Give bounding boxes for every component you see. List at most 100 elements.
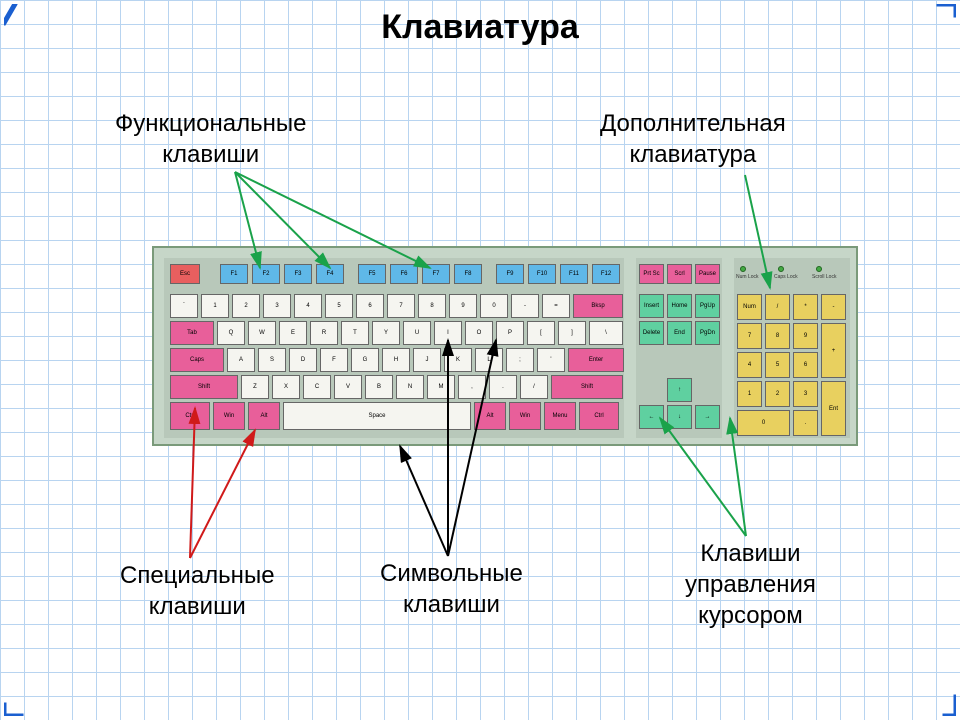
key: ] bbox=[558, 321, 586, 345]
key: 2 bbox=[765, 381, 790, 407]
key: Alt bbox=[474, 402, 506, 430]
key: End bbox=[667, 321, 692, 345]
key: V bbox=[334, 375, 362, 399]
key: → bbox=[695, 405, 720, 429]
key: Tab bbox=[170, 321, 214, 345]
key: 4 bbox=[294, 294, 322, 318]
key: Shift bbox=[170, 375, 238, 399]
key: 5 bbox=[765, 352, 790, 378]
key: Y bbox=[372, 321, 400, 345]
key: F2 bbox=[252, 264, 280, 284]
key: + bbox=[821, 323, 846, 378]
key: Ent bbox=[821, 381, 846, 436]
key: F10 bbox=[528, 264, 556, 284]
key: [ bbox=[527, 321, 555, 345]
key: . bbox=[489, 375, 517, 399]
key: ' bbox=[537, 348, 565, 372]
key: 3 bbox=[263, 294, 291, 318]
key: Enter bbox=[568, 348, 624, 372]
key: Win bbox=[213, 402, 245, 430]
key: T bbox=[341, 321, 369, 345]
key: \ bbox=[589, 321, 623, 345]
key: A bbox=[227, 348, 255, 372]
key: U bbox=[403, 321, 431, 345]
key: F12 bbox=[592, 264, 620, 284]
key: 9 bbox=[449, 294, 477, 318]
key: PgUp bbox=[695, 294, 720, 318]
key: F5 bbox=[358, 264, 386, 284]
key: O bbox=[465, 321, 493, 345]
key: F8 bbox=[454, 264, 482, 284]
label-numpad: Дополнительнаяклавиатура bbox=[600, 108, 786, 170]
key: Home bbox=[667, 294, 692, 318]
key: Esc bbox=[170, 264, 200, 284]
key: 0 bbox=[480, 294, 508, 318]
key: Space bbox=[283, 402, 471, 430]
key: 8 bbox=[418, 294, 446, 318]
label-spec: Специальныеклавиши bbox=[120, 560, 275, 622]
key: 9 bbox=[793, 323, 818, 349]
key: 4 bbox=[737, 352, 762, 378]
key: Num bbox=[737, 294, 762, 320]
key: S bbox=[258, 348, 286, 372]
key: H bbox=[382, 348, 410, 372]
key: Prt Sc bbox=[639, 264, 664, 284]
key: Alt bbox=[248, 402, 280, 430]
key: 6 bbox=[793, 352, 818, 378]
key: ← bbox=[639, 405, 664, 429]
key: Menu bbox=[544, 402, 576, 430]
key: / bbox=[520, 375, 548, 399]
key: F1 bbox=[220, 264, 248, 284]
key: 0 bbox=[737, 410, 790, 436]
key: L bbox=[475, 348, 503, 372]
key: Shift bbox=[551, 375, 623, 399]
key: E bbox=[279, 321, 307, 345]
key: . bbox=[793, 410, 818, 436]
key: Insert bbox=[639, 294, 664, 318]
key: Pause bbox=[695, 264, 720, 284]
key: N bbox=[396, 375, 424, 399]
diagram-frame: Клавиатура Функциональныеклавиши Дополнит… bbox=[0, 0, 960, 720]
key: Caps bbox=[170, 348, 224, 372]
key: Scrl bbox=[667, 264, 692, 284]
key: Delete bbox=[639, 321, 664, 345]
label-sym: Символьныеклавиши bbox=[380, 558, 523, 620]
key: F3 bbox=[284, 264, 312, 284]
key: Bksp bbox=[573, 294, 623, 318]
key: / bbox=[765, 294, 790, 320]
label-func: Функциональныеклавиши bbox=[115, 108, 306, 170]
key: 3 bbox=[793, 381, 818, 407]
key: Z bbox=[241, 375, 269, 399]
key: - bbox=[511, 294, 539, 318]
key: K bbox=[444, 348, 472, 372]
key: 7 bbox=[387, 294, 415, 318]
key: B bbox=[365, 375, 393, 399]
key: , bbox=[458, 375, 486, 399]
key: 2 bbox=[232, 294, 260, 318]
page-title: Клавиатура bbox=[381, 8, 579, 47]
key: G bbox=[351, 348, 379, 372]
key: PgDn bbox=[695, 321, 720, 345]
key: R bbox=[310, 321, 338, 345]
key: 5 bbox=[325, 294, 353, 318]
key: F4 bbox=[316, 264, 344, 284]
keyboard: EscF1F2F3F4F5F6F7F8F9F10F11F12`123456789… bbox=[152, 246, 858, 446]
key: M bbox=[427, 375, 455, 399]
key: C bbox=[303, 375, 331, 399]
key: W bbox=[248, 321, 276, 345]
key: ↓ bbox=[667, 405, 692, 429]
key: I bbox=[434, 321, 462, 345]
key: F bbox=[320, 348, 348, 372]
key: F6 bbox=[390, 264, 418, 284]
key: Ctrl bbox=[579, 402, 619, 430]
key: Win bbox=[509, 402, 541, 430]
key: F9 bbox=[496, 264, 524, 284]
key: = bbox=[542, 294, 570, 318]
key: - bbox=[821, 294, 846, 320]
key: 6 bbox=[356, 294, 384, 318]
key: 1 bbox=[737, 381, 762, 407]
key: 7 bbox=[737, 323, 762, 349]
key: 1 bbox=[201, 294, 229, 318]
key: Q bbox=[217, 321, 245, 345]
key: J bbox=[413, 348, 441, 372]
